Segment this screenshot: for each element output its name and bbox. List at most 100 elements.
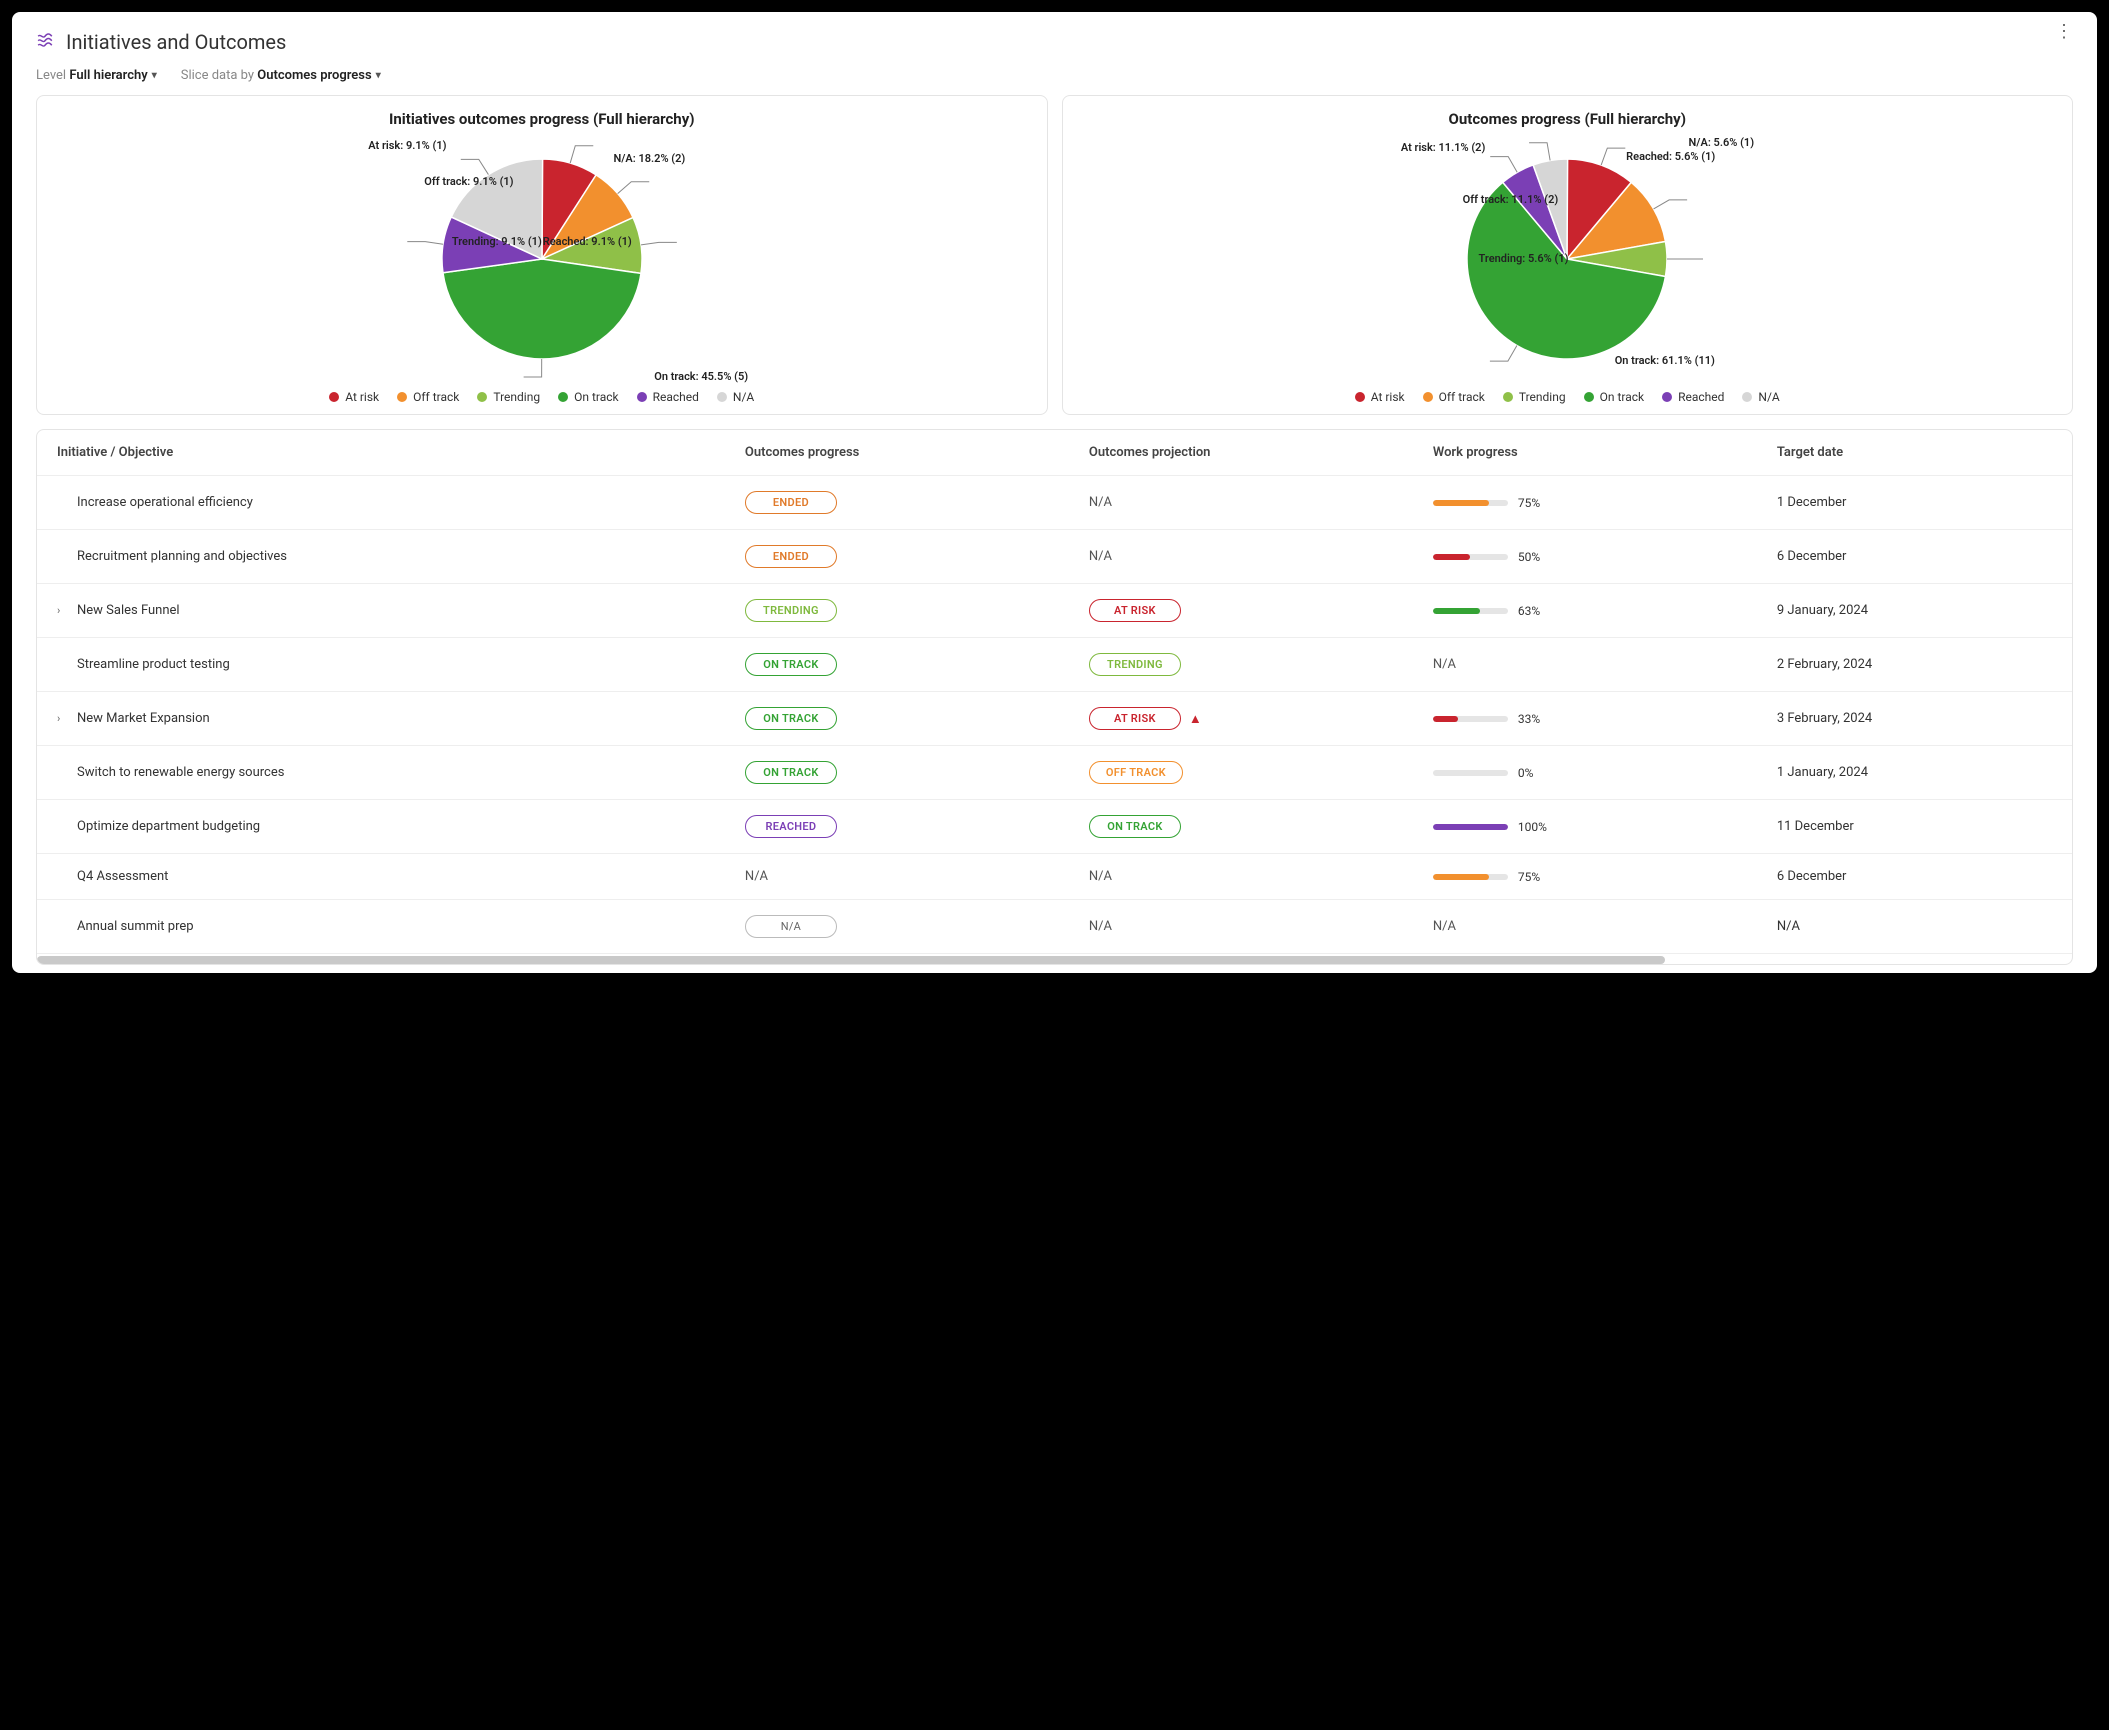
pie-label-off_track: Off track: 11.1% (2)	[1463, 193, 1559, 206]
legend-swatch	[717, 392, 727, 402]
outcomes-projection-cell: N/A	[1089, 869, 1433, 884]
initiative-name: Q4 Assessment	[77, 869, 168, 884]
legend-item[interactable]: Reached	[637, 390, 699, 404]
table-row[interactable]: Optimize department budgetingREACHEDON T…	[37, 800, 2072, 854]
work-progress-cell: 63%	[1433, 604, 1777, 618]
projection-pill-atrisk: AT RISK	[1089, 707, 1181, 730]
chart-legend: At risk Off track Trending On track Reached N…	[1079, 390, 2057, 404]
projection-na: N/A	[1089, 919, 1112, 934]
col-header-projection[interactable]: Outcomes projection	[1089, 445, 1433, 460]
target-date-cell: 9 January, 2024	[1777, 603, 2052, 618]
col-header-work[interactable]: Work progress	[1433, 445, 1777, 460]
expand-icon[interactable]: ›	[57, 604, 67, 617]
pie-label-off_track: Off track: 9.1% (1)	[424, 175, 513, 188]
pie-slice-on_track[interactable]	[443, 259, 641, 359]
legend-item[interactable]: Off track	[397, 390, 459, 404]
horizontal-scrollbar[interactable]	[37, 956, 1665, 964]
projection-pill-atrisk: AT RISK	[1089, 599, 1181, 622]
legend-item[interactable]: On track	[558, 390, 619, 404]
outcomes-projection-cell: N/A	[1089, 919, 1433, 934]
table-row[interactable]: › New Sales Funnel TRENDING AT RISK 63%9 Jan…	[37, 584, 2072, 638]
progress-percent: 100%	[1518, 820, 1547, 834]
legend-swatch	[1742, 392, 1752, 402]
legend-item[interactable]: On track	[1584, 390, 1645, 404]
work-progress-cell: N/A	[1433, 657, 1777, 672]
pie-label-na: N/A: 18.2% (2)	[613, 152, 685, 165]
outcomes-progress-cell: REACHED	[745, 815, 1089, 838]
progress-pill-trending: TRENDING	[745, 599, 837, 622]
work-progress-cell: 50%	[1433, 550, 1777, 564]
initiative-name-cell: Optimize department budgeting	[57, 819, 745, 834]
col-header-target[interactable]: Target date	[1777, 445, 2052, 460]
legend-item[interactable]: Off track	[1423, 390, 1485, 404]
legend-label: Trending	[1519, 390, 1566, 404]
legend-item[interactable]: At risk	[1355, 390, 1405, 404]
progress-pill-ended: ENDED	[745, 491, 837, 514]
legend-item[interactable]: Trending	[1503, 390, 1566, 404]
table-header-row: Initiative / Objective Outcomes progress…	[37, 430, 2072, 476]
outcomes-projection-cell: TRENDING	[1089, 653, 1433, 676]
table-row[interactable]: Increase operational efficiencyENDEDN/A7…	[37, 476, 2072, 530]
legend-swatch	[397, 392, 407, 402]
col-header-name[interactable]: Initiative / Objective	[57, 445, 745, 460]
legend-item[interactable]: Reached	[1662, 390, 1724, 404]
projection-na: N/A	[1089, 869, 1112, 884]
progress-percent: 50%	[1518, 550, 1540, 564]
progress-fill	[1433, 824, 1508, 830]
table-row[interactable]: ›New Market ExpansionON TRACKAT RISK▲33%…	[37, 692, 2072, 746]
progress-fill	[1433, 716, 1458, 722]
work-progress-cell: N/A	[1433, 919, 1777, 934]
legend-label: Off track	[413, 390, 459, 404]
table-row[interactable]: Q4 AssessmentN/AN/A75%6 December	[37, 854, 2072, 900]
initiatives-icon	[36, 31, 54, 53]
legend-swatch	[1584, 392, 1594, 402]
pie-chart-initiatives[interactable]: At risk: 9.1% (1)Off track: 9.1% (1)Tren…	[53, 134, 1031, 384]
legend-label: Reached	[1678, 390, 1724, 404]
legend-label: At risk	[345, 390, 379, 404]
initiative-name: Increase operational efficiency	[77, 495, 253, 510]
col-header-progress[interactable]: Outcomes progress	[745, 445, 1089, 460]
work-progress-cell: 100%	[1433, 820, 1777, 834]
legend-swatch	[1423, 392, 1433, 402]
level-filter-value[interactable]: Full hierarchy ▾	[69, 68, 156, 83]
legend-item[interactable]: N/A	[1742, 390, 1779, 404]
expand-icon[interactable]: ›	[57, 712, 67, 725]
progress-bar	[1433, 554, 1508, 560]
initiative-name: Annual summit prep	[77, 919, 194, 934]
table-row[interactable]: Streamline product testingON TRACKTRENDI…	[37, 638, 2072, 692]
legend-swatch	[1662, 392, 1672, 402]
table-row[interactable]: Recruitment planning and objectives ENDED…	[37, 530, 2072, 584]
legend-label: On track	[574, 390, 619, 404]
filter-bar: Level Full hierarchy ▾ Slice data by Out…	[36, 68, 2073, 83]
progress-fill	[1433, 500, 1489, 506]
chart-legend: At risk Off track Trending On track Reached N…	[53, 390, 1031, 404]
initiative-name-cell: Increase operational efficiency	[57, 495, 745, 510]
progress-percent: 75%	[1518, 496, 1540, 510]
initiative-name: New Sales Funnel	[77, 603, 180, 618]
progress-na: N/A	[745, 869, 768, 884]
initiative-name-cell: Streamline product testing	[57, 657, 745, 672]
outcomes-progress-cell: ENDED	[745, 545, 1089, 568]
more-menu-button[interactable]: ⋮	[2055, 30, 2073, 34]
pie-label-na: N/A: 5.6% (1)	[1689, 136, 1755, 149]
target-date-cell: 3 February, 2024	[1777, 711, 2052, 726]
progress-fill	[1433, 874, 1489, 880]
initiative-name: Recruitment planning and objectives	[77, 549, 287, 564]
pie-chart-outcomes[interactable]: At risk: 11.1% (2)Off track: 11.1% (2)Tr…	[1079, 134, 2057, 384]
outcomes-progress-cell: N/A	[745, 915, 1089, 938]
projection-na: N/A	[1089, 549, 1112, 564]
chart-title: Initiatives outcomes progress (Full hier…	[53, 110, 1031, 128]
outcomes-projection-cell: OFF TRACK	[1089, 761, 1433, 784]
slice-filter-value[interactable]: Outcomes progress ▾	[257, 68, 380, 83]
work-progress-cell: 0%	[1433, 766, 1777, 780]
initiative-name-cell: Switch to renewable energy sources	[57, 765, 745, 780]
table-row[interactable]: Switch to renewable energy sourcesON TRA…	[37, 746, 2072, 800]
page-header: Initiatives and Outcomes ⋮	[36, 30, 2073, 54]
legend-item[interactable]: N/A	[717, 390, 754, 404]
initiative-name: Switch to renewable energy sources	[77, 765, 284, 780]
progress-bar	[1433, 770, 1508, 776]
legend-item[interactable]: Trending	[477, 390, 540, 404]
legend-item[interactable]: At risk	[329, 390, 379, 404]
table-row[interactable]: Annual summit prepN/AN/AN/AN/A	[37, 900, 2072, 954]
progress-fill	[1433, 554, 1471, 560]
